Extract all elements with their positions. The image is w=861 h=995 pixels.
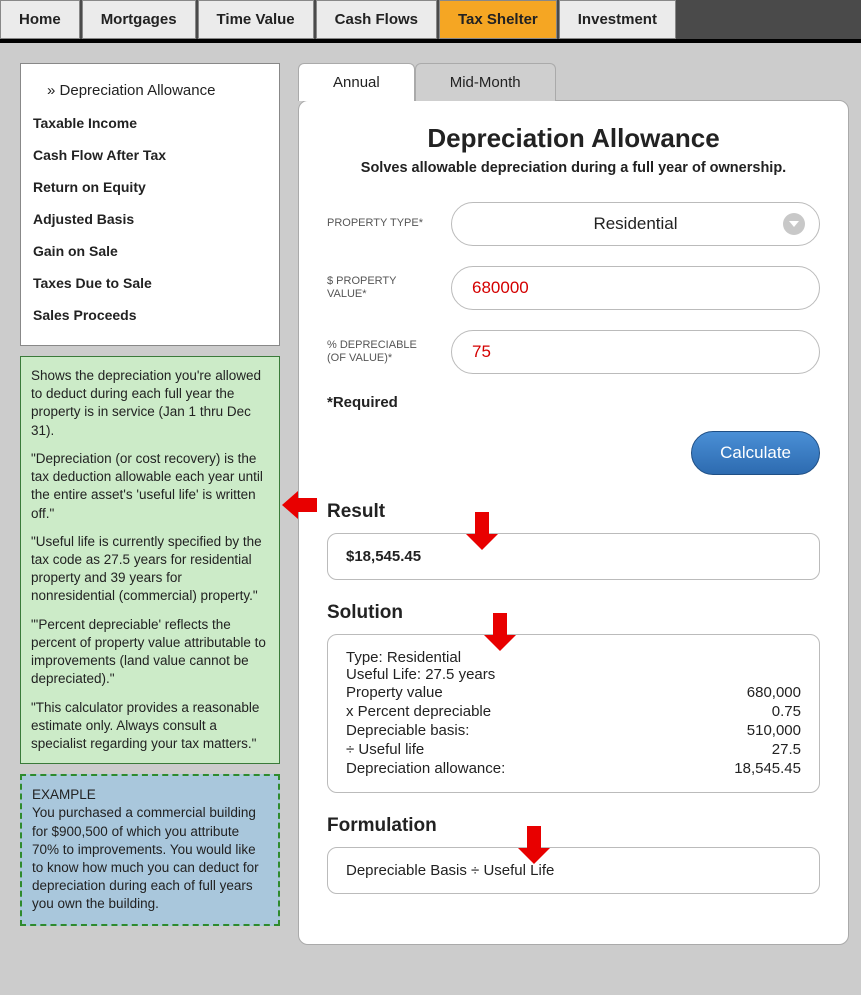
solution-row-value: 27.5: [772, 741, 801, 758]
panel-title: Depreciation Allowance: [327, 123, 820, 154]
solution-type: Type: Residential: [346, 649, 801, 666]
sidebar-item-taxable-income[interactable]: Taxable Income: [29, 107, 271, 139]
solution-row-label: x Percent depreciable: [346, 703, 491, 720]
info-p1: Shows the depreciation you're allowed to…: [31, 367, 269, 440]
panel-subtitle: Solves allowable depreciation during a f…: [327, 160, 820, 176]
main-tab-annual[interactable]: Annual: [298, 63, 415, 101]
nav-tab-investment[interactable]: Investment: [559, 0, 676, 39]
solution-row-label: Property value: [346, 684, 443, 701]
label-pct-depreciable: % DEPRECIABLE (OF VALUE)*: [327, 339, 437, 365]
property-type-select[interactable]: Residential: [451, 202, 820, 246]
sidebar-item-sales-proceeds[interactable]: Sales Proceeds: [29, 299, 271, 331]
sidebar-item-depreciation-allowance[interactable]: Depreciation Allowance: [29, 74, 271, 107]
solution-row-value: 18,545.45: [734, 760, 801, 777]
property-value-text: 680000: [472, 278, 529, 297]
nav-tab-mortgages[interactable]: Mortgages: [82, 0, 196, 39]
formulation-heading: Formulation: [327, 815, 437, 837]
solution-row: ÷ Useful life 27.5: [346, 740, 801, 759]
formulation-text: Depreciable Basis ÷ Useful Life: [346, 862, 554, 879]
solution-row-value: 0.75: [772, 703, 801, 720]
info-p3: "Useful life is currently specified by t…: [31, 533, 269, 606]
sidebar-item-gain-on-sale[interactable]: Gain on Sale: [29, 235, 271, 267]
calculator-panel: Depreciation Allowance Solves allowable …: [298, 100, 849, 945]
result-value: $18,545.45: [346, 548, 421, 565]
main-tab-mid-month[interactable]: Mid-Month: [415, 63, 556, 101]
formulation-box: Depreciable Basis ÷ Useful Life: [327, 847, 820, 894]
solution-row-value: 680,000: [747, 684, 801, 701]
pct-depreciable-input[interactable]: 75: [451, 330, 820, 374]
sidebar-item-adjusted-basis[interactable]: Adjusted Basis: [29, 203, 271, 235]
top-nav: HomeMortgagesTime ValueCash FlowsTax She…: [0, 0, 861, 43]
solution-row-label: Depreciable basis:: [346, 722, 469, 739]
label-property-type: PROPERTY TYPE*: [327, 217, 437, 230]
solution-heading: Solution: [327, 602, 403, 624]
main-tabs: AnnualMid-Month: [298, 63, 849, 101]
info-p4: "'Percent depreciable' reflects the perc…: [31, 616, 269, 689]
property-type-value: Residential: [593, 214, 677, 233]
example-box: EXAMPLE You purchased a commercial build…: [20, 774, 280, 926]
label-property-value: $ PROPERTY VALUE*: [327, 275, 437, 301]
solution-row-value: 510,000: [747, 722, 801, 739]
nav-tab-time-value[interactable]: Time Value: [198, 0, 314, 39]
nav-tab-home[interactable]: Home: [0, 0, 80, 39]
example-body: You purchased a commercial building for …: [32, 804, 268, 913]
result-heading: Result: [327, 501, 385, 523]
nav-tab-tax-shelter[interactable]: Tax Shelter: [439, 0, 557, 39]
solution-row-label: Depreciation allowance:: [346, 760, 505, 777]
solution-row-label: ÷ Useful life: [346, 741, 424, 758]
chevron-down-icon: [783, 213, 805, 235]
result-box: $18,545.45: [327, 533, 820, 580]
info-p2: "Depreciation (or cost recovery) is the …: [31, 450, 269, 523]
required-note: *Required: [327, 394, 820, 411]
pct-depreciable-text: 75: [472, 342, 491, 361]
property-value-input[interactable]: 680000: [451, 266, 820, 310]
sidebar-item-cash-flow-after-tax[interactable]: Cash Flow After Tax: [29, 139, 271, 171]
solution-life: Useful Life: 27.5 years: [346, 666, 801, 683]
solution-row: x Percent depreciable 0.75: [346, 702, 801, 721]
calculate-button[interactable]: Calculate: [691, 431, 820, 475]
solution-box: Type: Residential Useful Life: 27.5 year…: [327, 634, 820, 793]
solution-row: Depreciable basis: 510,000: [346, 721, 801, 740]
example-title: EXAMPLE: [32, 786, 268, 804]
info-p5: "This calculator provides a reasonable e…: [31, 699, 269, 754]
nav-tab-cash-flows[interactable]: Cash Flows: [316, 0, 437, 39]
sidebar-item-return-on-equity[interactable]: Return on Equity: [29, 171, 271, 203]
side-menu: Depreciation AllowanceTaxable IncomeCash…: [20, 63, 280, 346]
sidebar: Depreciation AllowanceTaxable IncomeCash…: [20, 63, 280, 926]
sidebar-item-taxes-due-to-sale[interactable]: Taxes Due to Sale: [29, 267, 271, 299]
main-content: AnnualMid-Month Depreciation Allowance S…: [298, 63, 849, 945]
solution-row: Property value 680,000: [346, 683, 801, 702]
solution-row: Depreciation allowance: 18,545.45: [346, 759, 801, 778]
info-box: Shows the depreciation you're allowed to…: [20, 356, 280, 764]
